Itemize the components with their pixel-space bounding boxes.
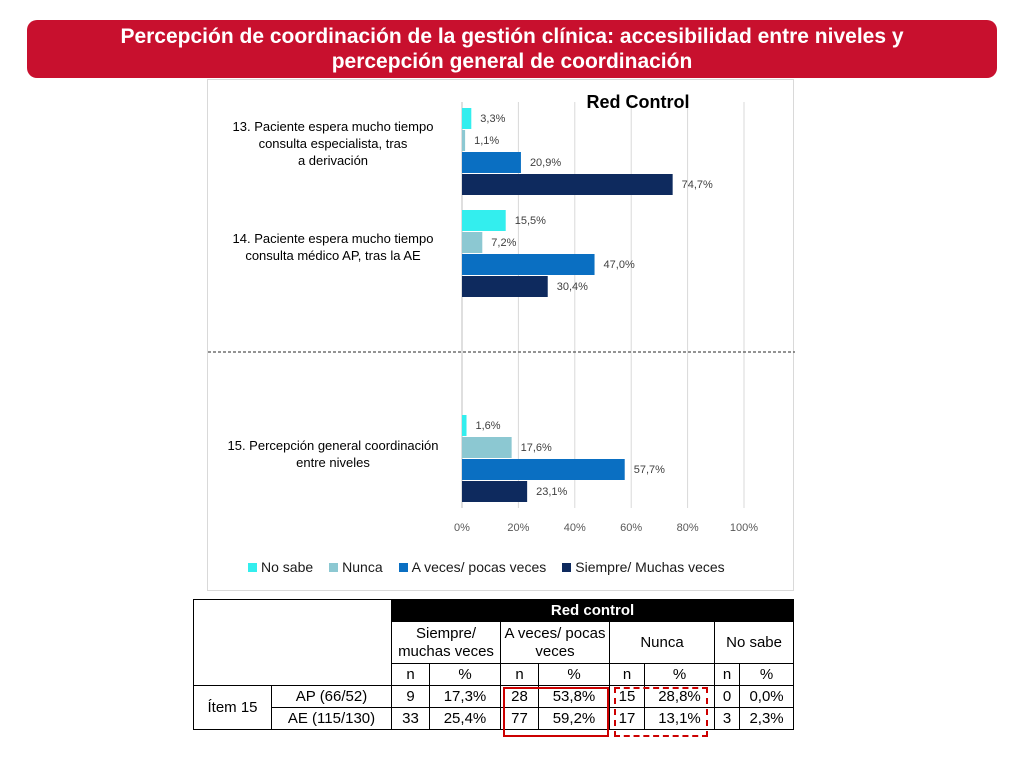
bar: [462, 174, 673, 195]
table-cell: 33: [391, 707, 430, 730]
category-label: a derivación: [298, 153, 368, 168]
data-label: 1,1%: [474, 135, 499, 147]
bar-chart: 0% 20% 40% 60% 80% 100% Red Control 13. Pacient…: [208, 92, 795, 534]
sub-header: n: [609, 663, 645, 686]
category-label: consulta especialista, tras: [259, 136, 408, 151]
col-group-header: No sabe: [713, 621, 795, 664]
legend-label: Siempre/ Muchas veces: [575, 559, 725, 575]
category-label: consulta médico AP, tras la AE: [245, 248, 421, 263]
table-group-header: Red control: [390, 599, 795, 622]
table-row: AE (115/130) 33 25,4% 77 59,2% 17 13,1% …: [194, 707, 795, 730]
table-cell: 59,2%: [538, 707, 610, 730]
bar: [462, 415, 467, 436]
sub-header: n: [714, 663, 740, 686]
title-banner: Percepción de coordinación de la gestión…: [27, 20, 997, 78]
highlight-a-veces-column: [503, 687, 609, 737]
table-cell: 9: [391, 685, 430, 708]
bar: [462, 481, 528, 502]
legend-swatch: [398, 562, 408, 572]
table-corner-cell: [193, 599, 392, 686]
legend-label: A veces/ pocas veces: [411, 559, 547, 575]
data-label: 1,6%: [476, 420, 501, 432]
highlight-nunca-column: [614, 687, 708, 737]
category-label: 15. Percepción general coordinación: [227, 438, 438, 453]
bar: [462, 459, 625, 480]
data-label: 47,0%: [604, 259, 635, 271]
sub-header: %: [644, 663, 715, 686]
table-cell: 0,0%: [738, 685, 795, 708]
legend-item: A veces/ pocas veces: [398, 559, 547, 575]
sub-header: n: [500, 663, 539, 686]
bar: [462, 232, 483, 253]
data-label: 57,7%: [634, 464, 665, 476]
col-group-header: A veces/ pocas veces: [500, 621, 610, 664]
slide-title: Percepción de coordinación de la gestión…: [120, 25, 904, 73]
sub-header: n: [391, 663, 430, 686]
row-label: AE (115/130): [271, 707, 392, 730]
x-tick-label: 20%: [507, 522, 529, 534]
bar: [462, 152, 521, 173]
chart-container: 0% 20% 40% 60% 80% 100% Red Control 13. Pacient…: [207, 79, 795, 591]
results-table: Red control Siempre/ muchas veces A vece…: [193, 599, 795, 730]
x-tick-label: 80%: [677, 522, 699, 534]
data-label: 15,5%: [515, 215, 546, 227]
x-tick-label: 0%: [454, 522, 470, 534]
category-label: 14. Paciente espera mucho tiempo: [233, 231, 434, 246]
legend-swatch: [562, 562, 572, 572]
bar: [462, 210, 506, 231]
legend-swatch: [329, 562, 339, 572]
data-label: 30,4%: [557, 281, 588, 293]
bar: [462, 437, 512, 458]
table-cell: 2,3%: [738, 707, 795, 730]
legend-swatch: [248, 562, 257, 572]
x-tick-label: 60%: [620, 522, 642, 534]
table-cell: 0: [714, 685, 740, 708]
legend-label: No sabe: [261, 559, 314, 575]
legend-item: Nunca: [329, 559, 383, 575]
table-cell: 17,3%: [429, 685, 501, 708]
data-label: 20,9%: [530, 157, 561, 169]
table-cell: 3: [714, 707, 740, 730]
table-cell: 13,1%: [644, 707, 715, 730]
table-cell: 77: [500, 707, 539, 730]
table-cell: 28: [500, 685, 539, 708]
row-label: AP (66/52): [271, 685, 392, 708]
data-label: 7,2%: [491, 237, 516, 249]
x-tick-label: 40%: [564, 522, 586, 534]
bar: [462, 130, 466, 151]
sub-header: %: [429, 663, 501, 686]
category-label: entre niveles: [296, 455, 370, 470]
data-label: 74,7%: [682, 179, 713, 191]
table-cell: 17: [609, 707, 645, 730]
row-group-label: Ítem 15: [193, 685, 272, 730]
col-group-header: Siempre/ muchas veces: [391, 621, 501, 664]
chart-legend: No sabe Nunca A veces/ pocas veces Siempre/…: [248, 556, 788, 578]
legend-label: Nunca: [342, 559, 383, 575]
sub-header: %: [738, 663, 795, 686]
data-label: 23,1%: [536, 486, 567, 498]
chart-title: Red Control: [587, 92, 690, 112]
x-tick-label: 100%: [730, 522, 758, 534]
table-cell: 25,4%: [429, 707, 501, 730]
legend-item: Siempre/ Muchas veces: [562, 559, 725, 575]
category-label: 13. Paciente espera mucho tiempo: [233, 119, 434, 134]
bar: [462, 276, 548, 297]
bar: [462, 254, 595, 275]
col-group-header: Nunca: [609, 621, 715, 664]
sub-header: %: [538, 663, 610, 686]
legend-item: No sabe: [248, 559, 313, 575]
data-label: 17,6%: [521, 442, 552, 454]
bar: [462, 108, 472, 129]
data-label: 3,3%: [480, 113, 505, 125]
